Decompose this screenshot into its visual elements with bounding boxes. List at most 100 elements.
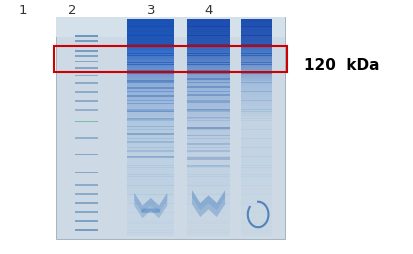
Bar [241, 74, 272, 76]
Bar [187, 22, 230, 24]
Bar [127, 121, 175, 123]
Bar [127, 99, 175, 101]
Bar [127, 36, 175, 38]
Bar [187, 47, 230, 49]
Bar [241, 204, 272, 206]
Bar [241, 195, 272, 197]
Bar [241, 221, 272, 224]
Bar [187, 227, 230, 229]
Bar [127, 29, 175, 31]
Bar [187, 90, 230, 92]
Bar [241, 225, 272, 227]
Bar [187, 52, 230, 55]
Bar [241, 124, 272, 126]
Bar [241, 52, 272, 55]
Bar [187, 144, 230, 146]
Bar [241, 141, 272, 143]
Bar [127, 78, 175, 80]
Bar [187, 103, 230, 105]
Bar [127, 158, 175, 161]
Bar [187, 225, 230, 227]
Bar [241, 173, 272, 175]
Bar [241, 25, 272, 27]
Bar [241, 110, 272, 112]
Bar [187, 63, 230, 65]
Bar [241, 223, 272, 226]
Text: 3: 3 [147, 4, 155, 17]
Bar [127, 150, 175, 152]
Bar [76, 172, 98, 174]
Bar [187, 186, 230, 188]
Bar [187, 40, 230, 42]
Bar [127, 168, 175, 170]
Bar [187, 169, 230, 171]
Bar [76, 121, 98, 123]
Bar [127, 133, 175, 135]
Bar [241, 69, 272, 71]
Bar [127, 54, 175, 56]
Bar [127, 178, 175, 180]
Bar [127, 132, 175, 134]
Bar [127, 150, 175, 152]
Bar [127, 126, 175, 128]
Bar [241, 209, 272, 211]
Bar [127, 155, 175, 157]
Bar [187, 135, 230, 137]
Bar [127, 157, 175, 159]
Bar [241, 22, 272, 24]
Bar [127, 146, 175, 148]
Bar [241, 83, 272, 85]
Bar [127, 85, 175, 87]
Bar [241, 108, 272, 110]
Bar [127, 151, 175, 153]
Bar [187, 83, 230, 85]
Bar [127, 22, 175, 24]
Bar [127, 175, 175, 177]
Bar [187, 58, 230, 60]
Bar [241, 202, 272, 204]
Bar [127, 103, 175, 105]
Bar [76, 36, 98, 38]
Bar [187, 81, 230, 83]
Bar [187, 74, 230, 76]
Bar [127, 81, 175, 83]
Bar [187, 144, 230, 146]
Bar [241, 135, 272, 137]
Bar [187, 85, 230, 87]
Bar [241, 92, 272, 94]
Bar [127, 96, 175, 98]
Bar [187, 24, 230, 26]
Bar [241, 205, 272, 208]
Bar [187, 218, 230, 220]
Bar [127, 187, 175, 189]
Bar [127, 106, 175, 108]
Bar [187, 220, 230, 222]
Bar [187, 157, 230, 160]
Bar [187, 165, 230, 167]
Bar [76, 83, 98, 85]
Bar [241, 234, 272, 236]
Bar [241, 76, 272, 78]
Bar [241, 117, 272, 119]
Bar [127, 43, 175, 45]
Bar [127, 80, 175, 82]
Bar [241, 207, 272, 209]
Bar [187, 123, 230, 125]
Bar [76, 202, 98, 204]
Bar [127, 156, 175, 158]
Bar [76, 220, 98, 222]
Bar [187, 94, 230, 96]
Bar [76, 185, 98, 186]
Bar [127, 76, 175, 78]
Bar [76, 229, 98, 231]
Bar [127, 202, 175, 204]
Bar [241, 232, 272, 234]
Bar [241, 88, 272, 90]
Bar [127, 184, 175, 186]
Bar [187, 229, 230, 231]
Bar [241, 70, 272, 72]
Bar [187, 117, 230, 119]
Bar [187, 142, 230, 145]
Bar [241, 214, 272, 216]
Bar [241, 158, 272, 161]
